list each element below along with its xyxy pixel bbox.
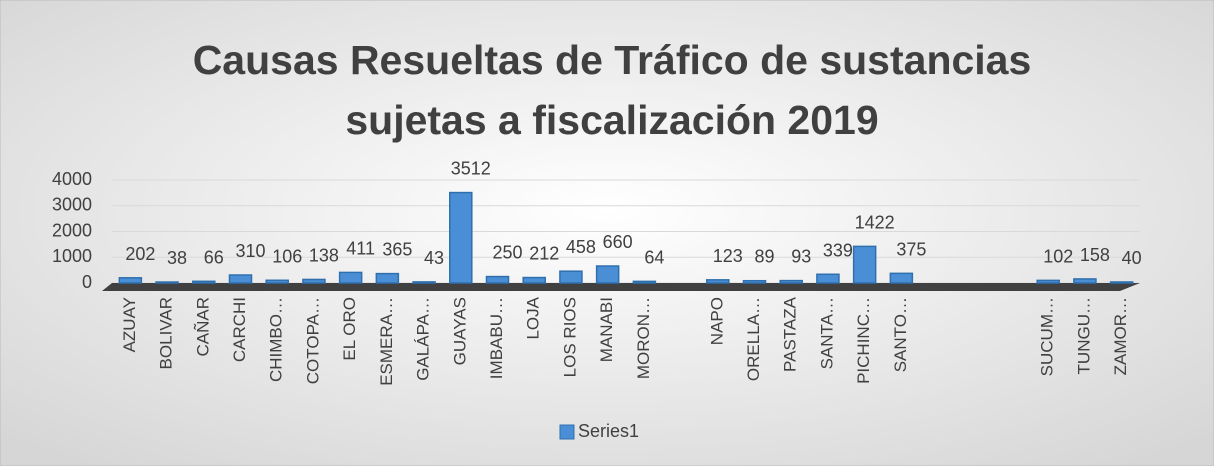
y-tick-label: 3000 — [52, 195, 92, 215]
data-label: 411 — [346, 238, 375, 258]
x-tick-label: ORELLA… — [744, 297, 763, 381]
data-label: 250 — [492, 243, 522, 263]
bar — [375, 272, 400, 284]
bar — [889, 272, 914, 284]
x-tick-label: CARCHI — [230, 297, 249, 362]
x-tick-label: ESMERA… — [377, 297, 396, 386]
data-label: 93 — [791, 247, 811, 267]
y-tick-label: 4000 — [52, 169, 92, 189]
x-tick-label: SANTA… — [817, 297, 836, 369]
chart-title: sujetas a fiscalización 2019 — [345, 97, 878, 143]
x-tick-label: GALÁPA… — [414, 297, 433, 381]
floor — [102, 283, 1140, 291]
x-tick-label: CHIMBO… — [267, 297, 286, 382]
y-tick-label: 0 — [82, 272, 92, 292]
data-label: 339 — [823, 240, 853, 260]
x-tick-label: NAPO — [707, 297, 726, 345]
bar — [485, 275, 510, 284]
x-tick-label: ZAMOR… — [1111, 297, 1130, 375]
data-label: 365 — [382, 240, 412, 260]
x-tick-label: LOS RIOS — [560, 297, 579, 377]
bar — [155, 281, 179, 284]
bar — [852, 245, 877, 284]
data-label: 38 — [167, 248, 187, 268]
data-label: 43 — [424, 248, 444, 268]
x-tick-label: MORON… — [634, 297, 653, 379]
bar — [192, 280, 216, 284]
data-label: 158 — [1080, 245, 1110, 265]
data-label: 123 — [713, 246, 743, 266]
x-tick-label: LOJA — [524, 296, 543, 339]
data-label: 212 — [529, 244, 559, 264]
bar — [228, 274, 253, 284]
bar — [1109, 281, 1134, 284]
x-tick-label: PICHINC… — [854, 297, 873, 384]
chart-title: Causas Resueltas de Tráfico de sustancia… — [193, 37, 1032, 83]
data-label: 660 — [603, 232, 633, 252]
y-tick-label: 1000 — [52, 246, 92, 266]
legend-swatch — [559, 424, 575, 440]
x-tick-label: BOLIVAR — [157, 297, 176, 369]
data-label: 458 — [566, 237, 596, 257]
x-tick-label: SUCUM… — [1038, 297, 1057, 376]
bar — [118, 277, 143, 284]
x-tick-label: GUAYAS — [450, 297, 469, 365]
data-label: 202 — [125, 244, 155, 264]
data-label: 1422 — [855, 212, 895, 232]
data-label: 40 — [1122, 248, 1142, 268]
bar — [1036, 279, 1060, 284]
data-label: 310 — [235, 241, 265, 261]
bar — [559, 270, 583, 284]
data-label: 64 — [644, 247, 664, 267]
bar — [412, 281, 436, 284]
x-tick-label: PASTAZA — [781, 296, 800, 372]
x-tick-label: MANABI — [597, 297, 616, 362]
data-label: 102 — [1043, 246, 1073, 266]
data-label: 375 — [896, 239, 926, 259]
bar — [302, 278, 326, 284]
bar — [779, 279, 803, 284]
x-tick-label: TUNGU… — [1074, 297, 1093, 374]
data-label: 106 — [272, 246, 302, 266]
bar — [632, 280, 657, 284]
x-tick-label: CAÑAR — [193, 297, 212, 357]
x-tick-label: AZUAY — [120, 297, 139, 352]
y-tick-label: 2000 — [52, 220, 92, 240]
bar — [449, 191, 473, 284]
bar — [265, 279, 289, 284]
bar — [816, 273, 840, 284]
data-label: 138 — [309, 245, 339, 265]
bar — [522, 276, 546, 284]
bar — [706, 279, 730, 284]
data-label: 3512 — [451, 159, 491, 179]
data-label: 66 — [204, 247, 224, 267]
bar — [338, 271, 363, 284]
x-tick-label: IMBABU… — [487, 297, 506, 379]
x-tick-label: COTOPA… — [303, 297, 322, 384]
bar — [1073, 278, 1097, 284]
bar — [742, 279, 767, 284]
x-tick-label: SANTO… — [891, 297, 910, 372]
bar — [595, 265, 620, 284]
x-tick-label: EL ORO — [340, 297, 359, 361]
legend-label: Series1 — [578, 421, 639, 441]
data-label: 89 — [754, 247, 774, 267]
